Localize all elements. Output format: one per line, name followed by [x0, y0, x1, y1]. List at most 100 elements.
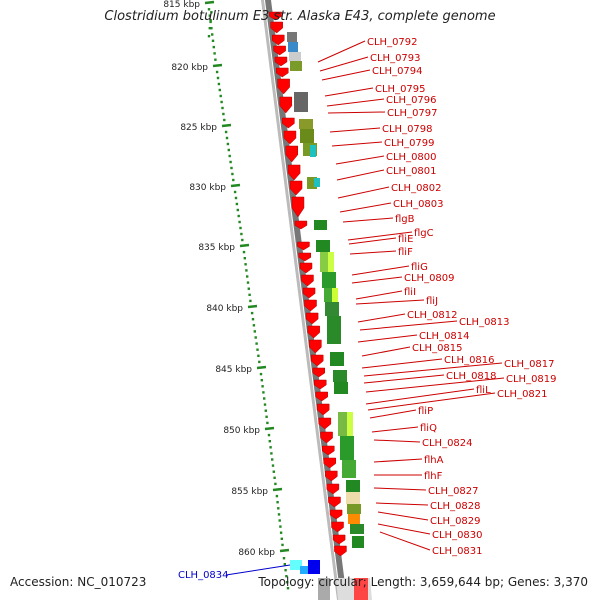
feature-box — [322, 272, 336, 288]
gene-arrow — [297, 241, 310, 251]
gene-arrow — [270, 21, 283, 34]
feature-box — [342, 460, 356, 478]
leader-line — [375, 502, 429, 506]
gene-label: fliJ — [426, 296, 438, 307]
minor-tick — [240, 232, 243, 236]
kbp-tick — [279, 548, 290, 553]
minor-tick — [279, 531, 283, 534]
gene-arrow — [329, 509, 343, 520]
leader-line — [377, 511, 429, 521]
leader-line — [373, 458, 423, 463]
minor-tick — [283, 563, 286, 566]
minor-tick — [234, 196, 238, 200]
feature-boxes — [287, 32, 368, 600]
feature-box — [307, 177, 317, 189]
accession-text: Accession: NC_010723 — [10, 575, 147, 589]
leader-line — [351, 276, 403, 284]
gene-label: CLH_0819 — [506, 374, 557, 385]
gene-label: fliE — [398, 234, 413, 245]
leader-line — [339, 202, 392, 213]
minor-tick — [275, 494, 279, 498]
leader-line — [321, 69, 371, 81]
gene-label-left: CLH_0834 — [178, 570, 229, 581]
kbp-tick — [212, 63, 223, 68]
leader-line — [361, 346, 411, 357]
feature-box — [290, 61, 302, 71]
feature-box — [333, 370, 347, 382]
minor-tick — [244, 263, 247, 266]
gene-arrow — [277, 78, 290, 95]
minor-tick — [268, 440, 271, 443]
leader-line — [373, 487, 427, 491]
minor-tick — [273, 476, 276, 479]
gene-arrow — [283, 130, 297, 145]
gene-label: CLH_0830 — [432, 530, 483, 541]
minor-tick — [213, 52, 216, 55]
leader-line — [331, 141, 383, 147]
feature-box — [354, 578, 368, 600]
minor-tick — [209, 19, 212, 22]
feature-box — [346, 492, 360, 504]
feature-box — [300, 566, 310, 574]
minor-tick — [243, 257, 246, 260]
feature-box — [289, 52, 301, 61]
gene-arrow — [279, 96, 293, 114]
leader-line — [377, 523, 431, 535]
minor-tick — [241, 238, 244, 242]
feature-box — [290, 560, 302, 570]
feature-box — [314, 220, 327, 230]
minor-tick — [224, 130, 228, 134]
gene-label: flhA — [424, 455, 444, 466]
gene-label: fliL — [476, 385, 491, 396]
minor-tick — [286, 581, 289, 584]
gene-label: CLH_0792 — [367, 37, 418, 48]
minor-tick — [237, 214, 240, 218]
leader-line — [351, 265, 410, 276]
minor-tick — [219, 94, 222, 98]
genome-title: Clostridium botulinum E3 str. Alaska E43… — [104, 9, 496, 24]
minor-tick — [227, 148, 230, 152]
gene-label: CLH_0814 — [419, 331, 470, 342]
gene-arrow — [302, 287, 316, 299]
minor-tick — [271, 464, 275, 467]
gene-arrow — [285, 145, 299, 163]
gene-label: CLH_0800 — [386, 152, 437, 163]
leader-line — [335, 155, 385, 165]
minor-tick — [235, 202, 239, 206]
minor-tick — [217, 82, 221, 86]
leader-line — [337, 186, 390, 199]
gene-arrow — [316, 403, 330, 416]
minor-tick — [236, 208, 239, 212]
gene-label: CLH_0798 — [382, 124, 433, 135]
minor-tick — [272, 470, 275, 473]
kbp-tick-label: 830 kbp — [189, 183, 226, 193]
feature-box — [300, 129, 314, 143]
feature-box — [327, 316, 341, 344]
minor-tick — [222, 112, 225, 116]
gene-label: CLH_0824 — [422, 438, 473, 449]
minor-tick — [263, 403, 267, 406]
gene-arrow — [326, 483, 340, 495]
gene-arrow — [273, 45, 286, 56]
gene-arrow — [328, 496, 341, 508]
gene-label: CLH_0813 — [459, 317, 510, 328]
kbp-tick — [247, 304, 258, 309]
leader-line — [355, 299, 425, 305]
leader-line — [326, 98, 385, 107]
minor-tick — [209, 20, 212, 24]
minor-tick — [238, 220, 241, 224]
kbp-tick-label: 820 kbp — [171, 63, 208, 73]
gene-arrow — [272, 34, 285, 46]
minor-tick — [211, 33, 214, 36]
gene-label: CLH_0809 — [404, 273, 455, 284]
gene-label: fliQ — [420, 423, 437, 434]
minor-tick — [253, 330, 256, 333]
minor-tick — [284, 569, 287, 572]
minor-tick — [250, 311, 254, 315]
minor-tick — [208, 27, 211, 30]
minor-tick — [258, 360, 261, 364]
leader-line — [355, 290, 403, 300]
gene-label: CLH_0802 — [391, 183, 442, 194]
minor-tick — [266, 421, 269, 425]
gene-arrow — [301, 274, 314, 287]
